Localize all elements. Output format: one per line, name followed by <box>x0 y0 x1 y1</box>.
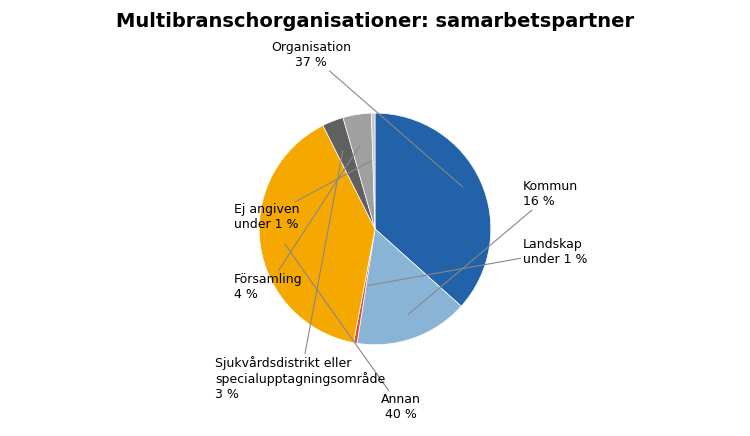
Title: Multibranschorganisationer: samarbetspartner: Multibranschorganisationer: samarbetspar… <box>116 12 634 31</box>
Text: Kommun
16 %: Kommun 16 % <box>408 180 578 314</box>
Text: Församling
4 %: Församling 4 % <box>234 146 360 301</box>
Wedge shape <box>323 118 375 229</box>
Text: Ej angiven
under 1 %: Ej angiven under 1 % <box>234 161 371 232</box>
Text: Sjukvårdsdistrikt eller
specialupptagningsområde
3 %: Sjukvårdsdistrikt eller specialupptagnin… <box>215 151 386 402</box>
Text: Annan
40 %: Annan 40 % <box>285 244 421 421</box>
Text: Landskap
under 1 %: Landskap under 1 % <box>368 238 588 286</box>
Wedge shape <box>343 113 375 229</box>
Wedge shape <box>353 229 375 343</box>
Wedge shape <box>260 126 375 343</box>
Wedge shape <box>357 229 461 345</box>
Text: Organisation
37 %: Organisation 37 % <box>272 41 463 187</box>
Wedge shape <box>371 113 375 229</box>
Wedge shape <box>375 113 490 306</box>
